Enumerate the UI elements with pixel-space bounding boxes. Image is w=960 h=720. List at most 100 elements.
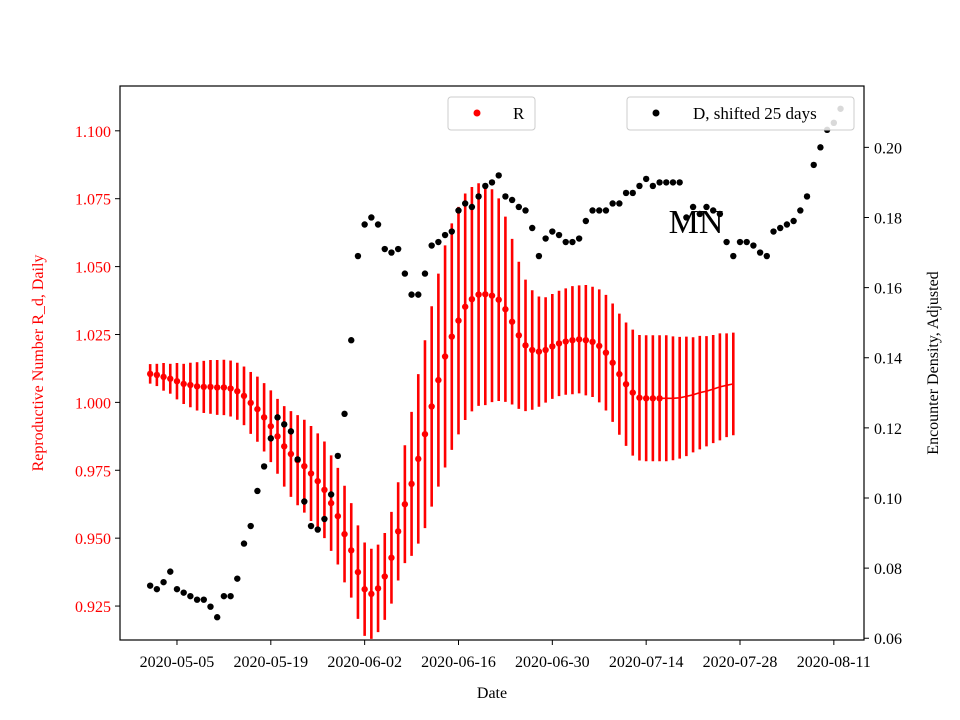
r-point — [435, 376, 442, 384]
d-point — [146, 582, 154, 589]
r-point — [374, 585, 382, 592]
legend-d-box — [626, 96, 855, 131]
d-point — [281, 421, 288, 428]
r-point — [267, 423, 275, 430]
r-point — [475, 291, 482, 298]
r-point — [428, 403, 435, 410]
r-point — [542, 346, 549, 354]
r-point — [341, 530, 348, 538]
d-point — [730, 252, 737, 260]
d-point — [596, 207, 603, 214]
d-point — [763, 252, 771, 260]
r-point — [200, 383, 207, 391]
d-point — [589, 207, 596, 214]
d-point — [549, 228, 556, 235]
d-point — [220, 592, 228, 600]
d-point — [629, 189, 636, 197]
r-point — [274, 433, 281, 440]
d-point — [435, 238, 442, 246]
d-point — [723, 238, 730, 246]
x-tick-label: 2020-05-19 — [233, 654, 308, 671]
d-points — [146, 105, 844, 621]
right-y-tick-label: 0.12 — [874, 421, 902, 438]
left-y-tick-label: 1.050 — [75, 260, 111, 277]
r-point — [247, 399, 254, 407]
d-point — [703, 203, 710, 211]
d-point — [287, 428, 295, 435]
d-point — [602, 207, 610, 214]
r-point — [642, 395, 650, 402]
d-point — [341, 410, 348, 418]
legend-r-marker — [473, 109, 481, 117]
r-point — [609, 359, 616, 366]
r-point — [441, 353, 449, 360]
d-point — [542, 235, 549, 242]
right-y-axis-label: Encounter Density, Adjusted — [925, 271, 942, 454]
r-point — [616, 370, 623, 378]
d-point — [213, 614, 221, 621]
r-point — [656, 395, 663, 402]
d-point — [515, 203, 523, 211]
annotation-label: MN — [669, 204, 724, 241]
r-point — [187, 381, 194, 389]
r-point — [307, 470, 315, 477]
d-point — [354, 252, 362, 260]
r-point — [314, 477, 321, 485]
r-point — [622, 380, 630, 388]
d-point — [361, 221, 368, 228]
d-point — [756, 249, 764, 256]
r-point — [213, 384, 221, 391]
r-point — [167, 375, 174, 382]
d-point — [227, 592, 234, 600]
r-point — [354, 568, 362, 576]
d-point — [468, 203, 476, 211]
d-point — [415, 291, 422, 298]
d-point — [247, 522, 254, 530]
r-point — [254, 405, 261, 413]
r-point — [649, 395, 657, 402]
d-point — [274, 414, 281, 421]
left-y-axis: 0.925 0.950 0.975 1.000 1.025 1.050 1.075 1.100 — [75, 124, 120, 616]
d-point — [817, 144, 824, 151]
r-point — [522, 342, 529, 349]
r-point — [287, 450, 295, 458]
plot-frame — [119, 85, 865, 641]
d-point — [200, 596, 207, 603]
right-y-tick-label: 0.06 — [874, 631, 902, 648]
d-point — [160, 578, 167, 586]
d-point — [394, 245, 402, 253]
d-point — [448, 228, 455, 235]
x-tick-label: 2020-08-11 — [797, 654, 871, 671]
legend-r-box — [447, 96, 536, 131]
d-point — [508, 196, 516, 204]
d-point — [609, 200, 616, 207]
d-point — [167, 568, 174, 575]
r-point — [334, 512, 342, 520]
r-point — [555, 340, 563, 347]
r-point — [153, 371, 161, 379]
legend-d: D, shifted 25 days — [626, 96, 855, 131]
r-point — [515, 332, 523, 339]
r-point — [321, 486, 328, 494]
x-axis-label: Date — [477, 685, 507, 702]
d-point — [783, 221, 791, 228]
d-point — [307, 522, 315, 530]
d-point — [374, 221, 382, 228]
right-y-tick-label: 0.18 — [874, 210, 902, 227]
d-point — [240, 540, 248, 547]
r-point — [173, 377, 181, 385]
d-point — [770, 228, 777, 235]
d-point — [642, 175, 650, 183]
d-point — [388, 249, 395, 256]
r-point — [448, 333, 455, 340]
r-point — [582, 336, 590, 344]
legend-r-label: R — [513, 104, 525, 123]
r-point — [227, 385, 234, 392]
d-point — [582, 217, 590, 225]
d-point — [495, 172, 502, 179]
d-point — [535, 252, 543, 260]
r-point — [549, 343, 556, 350]
d-point — [321, 515, 328, 523]
d-point — [683, 214, 690, 221]
